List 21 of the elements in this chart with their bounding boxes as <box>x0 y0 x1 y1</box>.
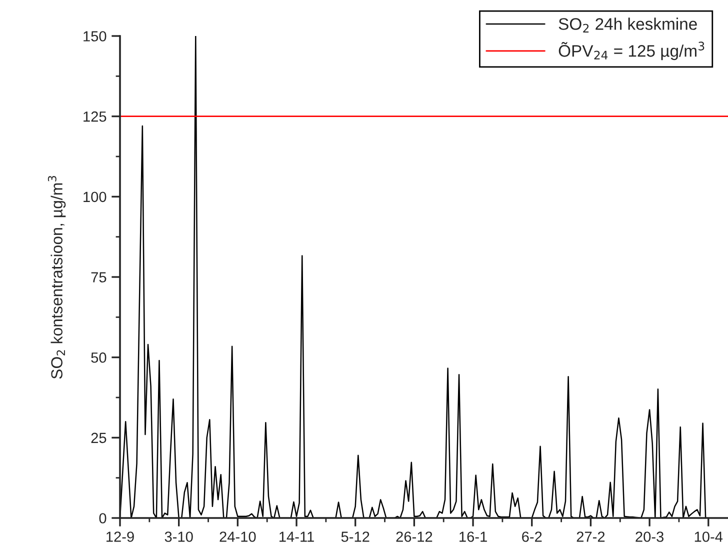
x-tick-label: 12-9 <box>106 532 134 542</box>
x-tick-label: 5-12 <box>341 532 370 542</box>
x-tick-label: 16-1 <box>460 532 487 542</box>
y-tick-label: 100 <box>84 192 106 202</box>
y-tick-label: 50 <box>91 352 106 363</box>
x-tick-label: 27-2 <box>576 532 605 542</box>
y-tick-label: 150 <box>84 31 106 42</box>
y-tick-label: 0 <box>99 513 106 524</box>
x-tick-label: 26-12 <box>396 532 432 542</box>
x-tick-label: 20-3 <box>636 532 664 542</box>
x-tick-label: 6-2 <box>522 532 542 542</box>
legend-label: ÕPV$_{24}$ = 125 µg/m$^{3}$ <box>558 42 704 60</box>
x-tick-label: 24-10 <box>220 532 256 542</box>
y-tick-label: 25 <box>91 432 106 444</box>
y-tick-label: 75 <box>91 272 106 282</box>
x-tick-label: 3-10 <box>164 532 193 542</box>
legend-label: SO$_{2}$ 24h keskmine <box>558 18 697 32</box>
x-tick-label: 14-11 <box>280 532 314 542</box>
y-tick-label: 125 <box>84 111 106 122</box>
x-tick-label: 10-4 <box>694 532 723 542</box>
y-axis-title: SO$_{2}$ kontsentratsioon, µg/m$^{3}$ <box>48 176 66 379</box>
